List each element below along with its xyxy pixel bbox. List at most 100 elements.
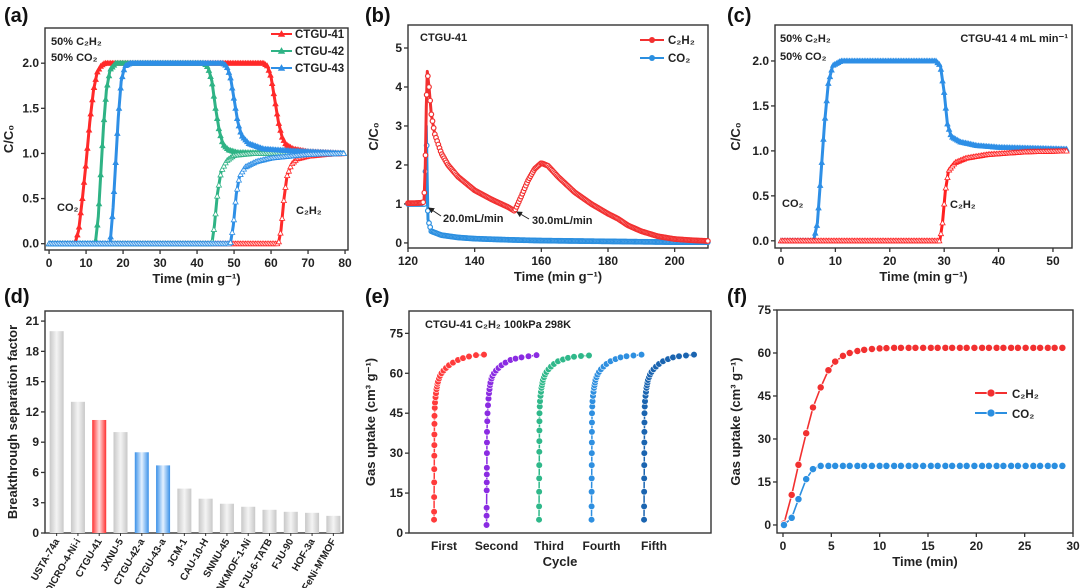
data-point [955,343,964,352]
legend-marker [277,64,286,71]
data-point [483,417,491,425]
bar-DICRO-4-Ni-i [70,401,85,533]
y-tick-label: 2 [395,158,402,172]
y-tick-label: 0 [32,526,39,540]
annotation: 50% CO₂ [780,51,827,63]
data-point [430,493,438,501]
data-point [1013,343,1022,352]
legend-marker [277,47,286,54]
annotation: 50% CO₂ [51,52,98,64]
panel-f: 0 15 30 45 60 75 0 5 10 15 20 25 30 Gas uptake (cm³ g… [728,303,1080,569]
data-point-C2H2 [235,176,243,183]
y-tick-label: 15 [26,375,40,389]
data-point [911,343,920,352]
data-point-C2H2 [227,239,234,246]
data-point-CO2 [225,68,233,75]
data-point [535,516,543,524]
x-tick-label: 20 [116,256,130,270]
panel-e: 0 15 30 45 60 75 Gas uptake (cm³ g⁻¹) Cycle Firs… [363,310,712,569]
bar-USTA-74a [49,331,64,533]
y-tick-label: 18 [26,344,40,358]
panel-c: 0.0 0.5 1.0 1.5 2.0 0 10 20 30 40 50 C/C₀ Time (min … [728,24,1073,284]
data-point [675,352,683,360]
data-point [1063,147,1070,154]
data-point [1036,343,1045,352]
data-point [535,409,544,417]
data-point [875,461,884,470]
y-tick-label: 0 [764,518,771,532]
data-point [860,345,869,354]
series-line-C2H2 [49,151,345,246]
bar-FJU-90 [283,511,298,533]
y-tick-label: 1.5 [22,101,39,115]
data-point-CO2 [99,142,106,149]
panel-b: 0 1 2 3 4 5 120 140 160 180 200 C/C₀ Time (min g⁻¹) C… [366,24,711,284]
data-point [585,351,593,360]
data-point-C2H2 [228,228,236,235]
data-point [637,351,646,359]
data-point [564,354,572,362]
data-point-CO2 [84,144,91,151]
data-point [948,343,957,352]
data-point [1036,461,1045,470]
data-point [860,461,869,470]
data-point [640,418,649,427]
data-point [999,461,1008,470]
data-point [532,351,541,359]
data-point-CO2 [275,119,283,126]
data-point-CO2 [208,80,216,87]
data-point [484,401,492,409]
data-point-CO2 [267,71,274,78]
series-line [783,346,1063,524]
x-tick-label: 20 [970,539,984,553]
data-point [535,461,543,469]
x-axis-label: Cycle [543,554,578,569]
data-point-C2H2 [283,172,291,178]
bar-CTGU-43-a [156,465,171,533]
y-tick-label: 12 [26,405,40,419]
bar-FeNi-M'MOF [326,515,341,533]
panel-label-e: (e) [365,286,389,308]
panel-label-b: (b) [365,5,391,27]
data-point [802,475,811,484]
data-point [1029,343,1038,352]
series-First [430,351,488,524]
data-point [802,429,811,438]
data-point [941,343,950,352]
data-point [831,461,840,470]
data-point [483,449,491,457]
series-Fourth [587,351,646,524]
y-tick-label: 30 [390,446,404,460]
x-tick-label: 160 [531,254,551,268]
x-axis-label: Time (min g⁻¹) [152,271,240,286]
data-point [1050,343,1059,352]
bar-CAU-10-H [198,498,213,533]
data-point-C2H2 [287,163,294,170]
x-tick-label: 20 [883,254,897,268]
data-point [867,461,876,470]
data-point-CO2 [120,66,128,73]
y-tick-label: 21 [26,314,40,328]
panel-label-d: (d) [4,286,30,308]
data-point-CO2 [230,94,238,101]
data-point-CO2 [100,116,108,123]
data-point [818,159,826,165]
legend-label: C₂H₂ [1012,389,1039,401]
x-tick-label: 50 [227,256,241,270]
data-point [828,66,835,73]
data-point [587,502,596,510]
x-tick-label: 10 [873,539,887,553]
bar-JCM-1 [177,488,192,533]
data-point [588,461,596,469]
data-point-CO2 [94,68,101,75]
data-point-C2H2 [277,229,284,236]
y-tick-label: 9 [32,435,39,449]
legend-marker [649,55,655,61]
data-point-CO2 [207,73,214,79]
series-1 [777,147,1070,244]
y-tick-label: 75 [758,303,772,317]
data-point [535,502,543,510]
data-point-CO2 [205,66,213,73]
data-point [535,426,544,435]
